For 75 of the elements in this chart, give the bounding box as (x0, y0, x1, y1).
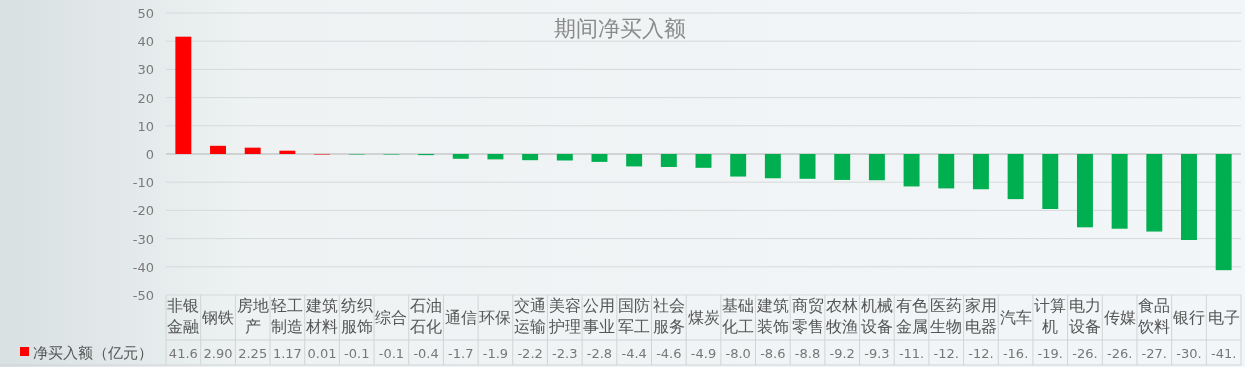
x-tick-label: 美容护理 (547, 296, 581, 336)
data-label: -12. (968, 346, 994, 361)
x-tick-label: 公用事业 (583, 296, 616, 336)
x-tick-label: 轻工制造 (271, 296, 304, 336)
data-label: -11. (898, 346, 925, 361)
legend-label: 净买入额（亿元） (33, 344, 153, 362)
y-tick-label: 30 (137, 62, 154, 78)
x-tick-label: 房地产 (236, 296, 269, 336)
x-tick-label: 银行 (1171, 308, 1205, 327)
y-tick-label: -30 (132, 231, 154, 247)
data-label: 2.25 (238, 346, 268, 361)
data-label: -2.2 (517, 346, 543, 361)
y-tick-label: -50 (132, 288, 154, 303)
x-tick-label: 国防军工 (618, 296, 651, 336)
x-tick-label: 有色金属 (895, 296, 928, 336)
y-tick-label: -40 (132, 259, 154, 275)
x-tick-label: 综合 (375, 308, 408, 327)
y-tick-label: 10 (137, 118, 154, 134)
x-tick-label: 环保 (479, 308, 512, 327)
data-label: -12. (933, 346, 959, 361)
y-tick-label: 40 (137, 34, 154, 50)
data-label: 2.90 (203, 346, 233, 361)
data-label: -2.3 (552, 346, 578, 361)
x-tick-label: 钢铁 (201, 308, 235, 327)
data-label: -8.8 (794, 346, 821, 361)
data-label: -9.2 (829, 346, 855, 361)
data-label: -16. (1002, 346, 1029, 361)
data-label: -9.3 (864, 346, 890, 361)
x-tick-label: 纺织服饰 (340, 296, 373, 336)
x-tick-label: 非银金融 (167, 296, 200, 336)
data-label: -4.4 (621, 346, 647, 361)
data-label: 0.01 (307, 346, 337, 361)
y-tick-label: 20 (137, 90, 154, 106)
x-tick-label: 电力设备 (1068, 296, 1101, 336)
data-label: -8.0 (725, 346, 751, 361)
x-tick-label: 社会服务 (652, 296, 685, 336)
data-label: 1.17 (272, 346, 302, 361)
data-label: -2.8 (586, 346, 613, 361)
x-tick-label: 食品饮料 (1137, 296, 1171, 336)
data-label: -26. (1106, 346, 1133, 361)
x-tick-label: 交通运输 (514, 296, 547, 336)
data-label: -27. (1141, 346, 1167, 361)
x-tick-label: 通信 (444, 308, 477, 327)
x-tick-label: 医药生物 (930, 296, 963, 336)
x-tick-label: 机械设备 (860, 296, 893, 336)
x-tick-label: 电子 (1207, 308, 1240, 327)
data-label: -41. (1210, 346, 1237, 361)
x-tick-label: 建筑装饰 (755, 296, 789, 336)
data-label: -4.6 (656, 346, 682, 361)
x-tick-label: 汽车 (999, 308, 1032, 327)
x-tick-label: 计算机 (1034, 296, 1067, 336)
chart-title: 期间净买入额 (554, 16, 686, 41)
x-tick-label: 基础化工 (722, 296, 755, 336)
x-tick-label: 石油石化 (410, 296, 443, 336)
data-label: -4.9 (690, 346, 717, 361)
y-tick-label: 50 (137, 6, 154, 21)
data-label: -1.7 (448, 346, 474, 361)
data-label: -26. (1072, 346, 1098, 361)
x-tick-label: 建筑材料 (305, 296, 339, 336)
data-label: -0.4 (413, 346, 439, 361)
y-tick-label: -10 (132, 175, 154, 191)
x-tick-label: 煤炭 (687, 308, 720, 327)
y-tick-label: -20 (132, 203, 154, 219)
x-tick-label: 家用电器 (964, 296, 997, 336)
data-label: -8.6 (760, 346, 786, 361)
x-tick-label: 农林牧渔 (826, 296, 859, 336)
x-tick-label: 商贸零售 (791, 296, 824, 336)
data-label: 41.6 (168, 346, 198, 361)
data-label: -1.9 (482, 346, 509, 361)
data-label: -30. (1176, 346, 1202, 361)
data-label: -0.1 (344, 346, 370, 361)
data-label: -19. (1037, 346, 1063, 361)
x-tick-label: 传媒 (1103, 308, 1136, 327)
data-label: -0.1 (378, 346, 405, 361)
y-tick-label: 0 (145, 147, 154, 162)
